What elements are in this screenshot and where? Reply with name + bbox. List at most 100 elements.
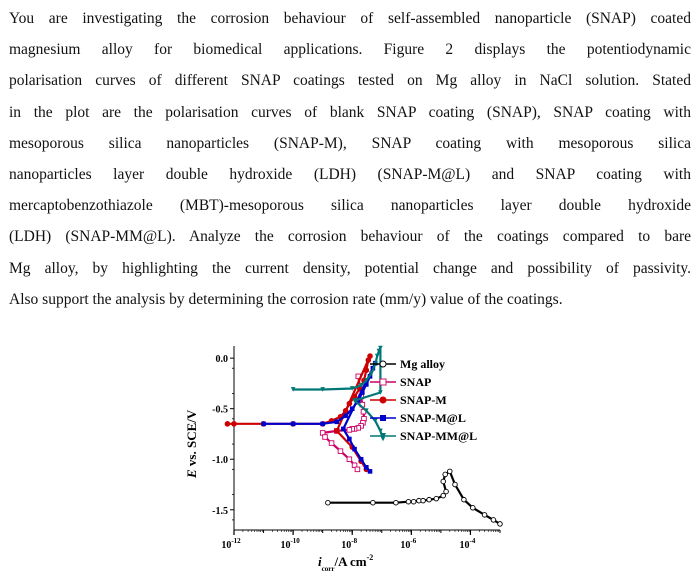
data-point xyxy=(420,497,426,504)
data-point xyxy=(393,499,399,506)
data-point xyxy=(497,521,503,527)
data-point xyxy=(333,428,340,434)
chart-legend: Mg alloy SNAP SNAP-M SNAP-M@L SNAP-MM@L xyxy=(370,357,477,443)
y-tick-label: 0.0 xyxy=(216,354,229,365)
y-tick-label: -1.0 xyxy=(212,455,228,466)
data-point xyxy=(342,407,349,414)
series-layer xyxy=(224,345,503,527)
data-point xyxy=(290,421,296,427)
data-point xyxy=(378,345,383,351)
data-point xyxy=(405,498,412,505)
question-line: nanoparticles layer double hydroxide (LD… xyxy=(9,166,691,184)
question-line: (LDH) (SNAP-MM@L). Analyze the corrosion… xyxy=(9,228,691,246)
data-point xyxy=(490,517,497,523)
x-tick-label: 10-6 xyxy=(400,537,416,551)
legend-label: SNAP-M xyxy=(400,393,447,407)
legend-swatch-marker xyxy=(380,415,386,421)
series-line xyxy=(293,346,385,440)
data-point xyxy=(426,496,432,503)
data-point xyxy=(374,353,380,359)
data-point xyxy=(372,418,378,424)
data-point xyxy=(367,469,373,474)
data-point xyxy=(341,426,346,432)
data-point xyxy=(231,421,237,427)
question-line: You are investigating the corrosion beha… xyxy=(9,10,691,27)
question-line: in the plot are the polarisation curves … xyxy=(9,103,691,121)
data-point xyxy=(358,456,364,462)
data-point xyxy=(347,436,352,442)
data-point xyxy=(481,512,488,518)
series-mg-alloy xyxy=(325,468,503,527)
x-axis-title: icorr/A cm-2 xyxy=(318,553,373,573)
data-point xyxy=(346,456,353,462)
data-point xyxy=(461,496,467,503)
data-point xyxy=(261,421,266,427)
data-point xyxy=(380,436,386,442)
polarisation-figure: 0.0 -0.5 -1.0 -1.5 10-12 10-10 10-8 10-6 10-4 Mg… xyxy=(170,340,510,580)
question-line: magnesium alloy for biomedical applicati… xyxy=(9,41,691,59)
legend-swatch-marker xyxy=(380,433,386,439)
data-point xyxy=(351,393,358,400)
data-point xyxy=(369,370,374,376)
data-point xyxy=(443,488,449,495)
question-line: mesoporous silica nanoparticles (SNAP-M)… xyxy=(9,134,691,152)
data-point xyxy=(452,481,458,488)
data-point xyxy=(378,390,383,395)
data-point xyxy=(352,446,357,452)
data-point xyxy=(470,505,476,511)
y-tick-label: -1.5 xyxy=(212,506,228,517)
data-point xyxy=(378,428,383,434)
polarisation-chart: 0.0 -0.5 -1.0 -1.5 10-12 10-10 10-8 10-6 10-4 Mg… xyxy=(184,345,503,573)
data-point xyxy=(224,421,231,427)
data-point xyxy=(410,498,417,505)
y-axis-title: E vs. SCE/V xyxy=(184,409,199,479)
data-point xyxy=(337,448,344,454)
data-point xyxy=(334,419,340,425)
question-line: polarisation curves of different SNAP co… xyxy=(9,72,691,90)
legend-label: SNAP-M@L xyxy=(400,411,466,425)
series-line xyxy=(327,470,501,525)
data-point xyxy=(364,378,369,383)
data-point xyxy=(349,386,355,391)
data-point xyxy=(360,390,365,395)
series-snap-mm-l xyxy=(290,345,386,442)
data-point xyxy=(354,466,361,473)
data-point xyxy=(351,462,358,469)
chart-axes: 0.0 -0.5 -1.0 -1.5 10-12 10-10 10-8 10-6 10-4 xyxy=(212,346,501,551)
data-point xyxy=(442,471,448,478)
data-point xyxy=(358,383,364,388)
data-point xyxy=(363,367,370,374)
data-point xyxy=(343,413,348,419)
data-point xyxy=(440,492,446,499)
data-point xyxy=(290,387,296,392)
data-point xyxy=(367,353,373,359)
legend-label: Mg alloy xyxy=(400,357,445,371)
data-point xyxy=(325,499,331,506)
question-line: Mg alloy, by highlighting the current de… xyxy=(9,259,691,277)
data-point xyxy=(376,348,382,354)
data-point xyxy=(320,387,325,392)
question-line: Also support the analysis by determining… xyxy=(9,290,563,308)
x-tick-label: 10-8 xyxy=(341,537,357,551)
question-paragraph: You are investigating the corrosion beha… xyxy=(9,3,691,315)
data-point xyxy=(352,398,357,403)
data-point xyxy=(322,434,328,440)
data-point xyxy=(364,408,369,414)
data-point xyxy=(346,427,353,433)
x-tick-label: 10-10 xyxy=(280,537,300,551)
axis-labels: E vs. SCE/V icorr/A cm-2 xyxy=(184,409,373,573)
data-point xyxy=(328,440,335,446)
data-point xyxy=(447,468,453,475)
data-point xyxy=(364,382,369,387)
legend-swatch-marker xyxy=(379,378,387,386)
x-tick-label: 10-4 xyxy=(460,537,476,551)
data-point xyxy=(349,406,355,411)
legend-swatch-marker xyxy=(379,360,387,368)
data-point xyxy=(320,421,325,427)
data-point xyxy=(440,478,446,485)
question-line: mercaptobenzothiazole (MBT)-mesoporous s… xyxy=(9,197,691,215)
data-point xyxy=(364,465,369,470)
data-point xyxy=(370,499,376,506)
data-point xyxy=(346,400,353,407)
